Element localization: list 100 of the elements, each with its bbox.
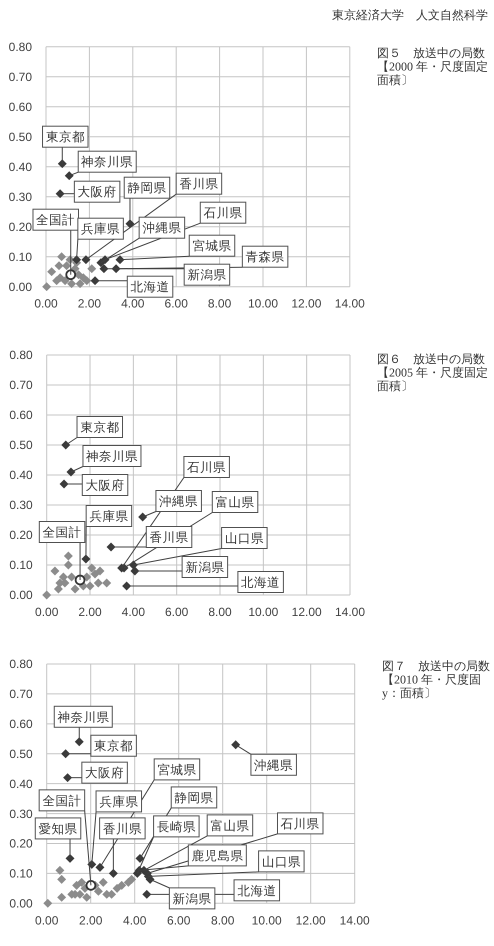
- annotation: 新潟県: [172, 892, 212, 906]
- x-tick-label: 12.00: [292, 605, 322, 619]
- y-tick-label: 0.60: [9, 408, 34, 422]
- x-tick-label: 6.00: [164, 296, 188, 311]
- x-tick-label: 0.00: [34, 296, 58, 311]
- text: 【2005 年・尺度固定面積〕: [377, 366, 488, 393]
- annotation: 神奈川県: [86, 450, 138, 464]
- y-tick-label: 0.50: [8, 130, 32, 144]
- y-tick-label: 0.50: [9, 746, 34, 761]
- y-tick-label: 0.70: [9, 687, 34, 702]
- x-tick-label: 10.00: [248, 605, 279, 619]
- annotation: 愛知県: [38, 822, 78, 836]
- annotation: 全国計: [42, 794, 82, 808]
- x-tick-label: 2.00: [78, 296, 102, 311]
- annotation: 宮城県: [157, 762, 196, 777]
- x-tick-label: 14.00: [340, 913, 370, 928]
- y-tick-label: 0.00: [8, 280, 32, 294]
- y-tick-label: 0.80: [9, 657, 34, 672]
- annotation: 石川県: [280, 816, 320, 831]
- y-tick-label: 0.30: [8, 190, 32, 204]
- y-tick-label: 0.10: [8, 250, 32, 264]
- y-tick-label: 0.20: [9, 528, 34, 542]
- caption: 図６ 放送中の局数: [377, 352, 485, 366]
- annotation: 石川県: [187, 460, 226, 474]
- annotation: 沖縄県: [159, 494, 198, 508]
- annotation: 富山県: [210, 818, 250, 833]
- annotation: 宮城県: [192, 238, 232, 254]
- y-tick-label: 0.30: [9, 806, 34, 821]
- x-tick-label: 8.00: [208, 605, 232, 619]
- annotation: 鹿児島県: [191, 848, 244, 863]
- annotation: 全国計: [36, 213, 76, 228]
- x-tick-label: 2.00: [79, 913, 103, 928]
- caption: 図７ 放送中の局数: [382, 659, 490, 673]
- y-tick-label: 0.80: [8, 40, 32, 54]
- text: 東京経済大学 人文自然科学: [332, 8, 488, 22]
- annotation: 兵庫県: [89, 508, 128, 524]
- y-tick-label: 0.40: [9, 468, 34, 482]
- x-tick-label: 10.00: [252, 913, 282, 928]
- annotation: 石川県: [204, 206, 243, 220]
- x-tick-label: 6.00: [167, 913, 191, 928]
- x-tick-label: 4.00: [123, 913, 147, 928]
- annotation: 大阪府: [85, 765, 124, 780]
- x-tick-label: 10.00: [248, 296, 278, 311]
- annotation: 兵庫県: [99, 794, 138, 809]
- annotation: 北海道: [130, 280, 170, 294]
- x-tick-label: 8.00: [208, 296, 232, 311]
- annotation: 香川県: [102, 822, 142, 836]
- x-tick-label: 0.00: [35, 605, 59, 619]
- y-tick-label: 0.60: [8, 100, 32, 114]
- y-tick-label: 0.60: [9, 717, 34, 732]
- annotation: 香川県: [150, 530, 189, 544]
- annotation: 北海道: [241, 576, 280, 590]
- annotation: 富山県: [216, 494, 255, 510]
- y-tick-label: 0.50: [9, 438, 34, 452]
- annotation: 全国計: [42, 526, 82, 540]
- x-tick-label: 12.00: [296, 913, 326, 928]
- y-tick-label: 0.20: [9, 836, 34, 851]
- y-tick-label: 0.10: [9, 558, 34, 572]
- y-tick-label: 0.40: [8, 160, 32, 174]
- annotation: 沖縄県: [254, 758, 294, 772]
- x-tick-label: 14.00: [334, 296, 366, 311]
- annotation: 静岡県: [127, 181, 166, 196]
- annotation: 香川県: [179, 177, 218, 192]
- text: 【2010 年・尺度固y：面積〕: [382, 672, 481, 700]
- x-tick-label: 6.00: [165, 605, 189, 619]
- y-tick-label: 0.30: [9, 498, 34, 512]
- annotation: 新潟県: [187, 268, 226, 282]
- annotation: 青森県: [246, 250, 285, 264]
- annotation: 兵庫県: [81, 221, 120, 236]
- y-tick-label: 0.70: [8, 70, 32, 84]
- annotation: 新潟県: [185, 560, 224, 574]
- text: 【2000 年・尺度固定面積〕: [377, 60, 488, 87]
- y-tick-label: 0.40: [9, 776, 34, 791]
- y-tick-label: 0.80: [9, 348, 34, 362]
- annotation: 山口県: [224, 532, 264, 546]
- x-tick-label: 4.00: [122, 605, 146, 619]
- annotation: 静岡県: [174, 790, 214, 805]
- annotation: 山口県: [262, 854, 301, 869]
- annotation: 神奈川県: [81, 155, 134, 170]
- y-tick-label: 0.70: [9, 378, 34, 392]
- x-tick-label: 12.00: [291, 296, 322, 311]
- annotation: 沖縄県: [142, 221, 182, 236]
- annotation: 大阪府: [78, 184, 117, 200]
- caption: 図５ 放送中の局数: [377, 46, 485, 60]
- y-tick-label: 0.00: [9, 896, 34, 910]
- annotation: 東京都: [46, 130, 85, 144]
- annotation: 大阪府: [86, 478, 125, 492]
- annotation: 長崎県: [156, 820, 196, 834]
- x-tick-label: 8.00: [211, 913, 235, 928]
- annotation: 北海道: [237, 884, 276, 898]
- annotation: 東京都: [94, 739, 134, 754]
- x-tick-label: 4.00: [121, 296, 145, 311]
- y-tick-label: 0.20: [8, 220, 32, 234]
- x-tick-label: 14.00: [334, 605, 366, 619]
- y-tick-label: 0.10: [9, 866, 34, 881]
- annotation: 東京都: [80, 420, 120, 434]
- y-tick-label: 0.00: [9, 588, 34, 602]
- x-tick-label: 2.00: [78, 605, 102, 619]
- x-tick-label: 0.00: [35, 913, 59, 928]
- annotation: 神奈川県: [57, 710, 110, 724]
